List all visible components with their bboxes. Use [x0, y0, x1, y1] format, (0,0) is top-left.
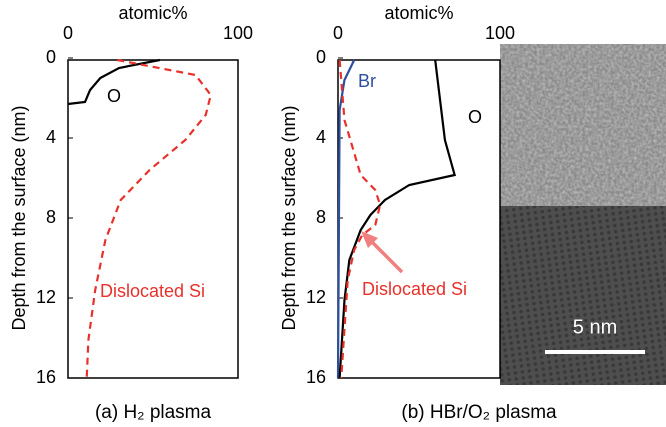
x-axis-label: atomic%: [384, 3, 453, 23]
y-axis-label: Depth from the surface (nm): [279, 105, 299, 330]
figure: 5 nm 0 100 0 4 8 12 16 atomic% Depth from the su…: [0, 0, 666, 427]
caption: (a) H₂ plasma: [95, 402, 212, 423]
y-tick-label: 0: [46, 47, 56, 67]
caption: (b) HBr/O₂ plasma: [401, 402, 557, 423]
arrow: [361, 231, 402, 272]
y-tick-label: 0: [316, 47, 326, 67]
series-line: [340, 60, 455, 378]
series-line: [340, 60, 381, 378]
x-tick-label: 100: [485, 23, 515, 43]
y-tick-label: 8: [46, 207, 56, 227]
series-label: Dislocated Si: [362, 279, 467, 299]
y-tick-label: 12: [36, 287, 56, 307]
y-tick-label: 4: [46, 127, 56, 147]
series-label: Br: [358, 71, 376, 91]
series-line: [87, 60, 211, 378]
x-tick-label: 0: [333, 23, 343, 43]
series-label: O: [107, 86, 121, 106]
y-axis-label: Depth from the surface (nm): [9, 105, 29, 330]
y-tick-label: 16: [306, 367, 326, 387]
x-axis-label: atomic%: [118, 3, 187, 23]
x-tick-label: 100: [223, 23, 253, 43]
x-tick-label: 0: [63, 23, 73, 43]
series-line: [338, 60, 354, 378]
tem-image: 5 nm: [500, 44, 666, 385]
scale-label: 5 nm: [573, 316, 617, 338]
plot-frame: [68, 60, 238, 378]
series-label: O: [468, 107, 482, 127]
y-tick-label: 4: [316, 127, 326, 147]
y-tick-label: 8: [316, 207, 326, 227]
y-tick-label: 16: [36, 367, 56, 387]
series-label: Dislocated Si: [100, 281, 205, 301]
y-tick-label: 12: [306, 287, 326, 307]
